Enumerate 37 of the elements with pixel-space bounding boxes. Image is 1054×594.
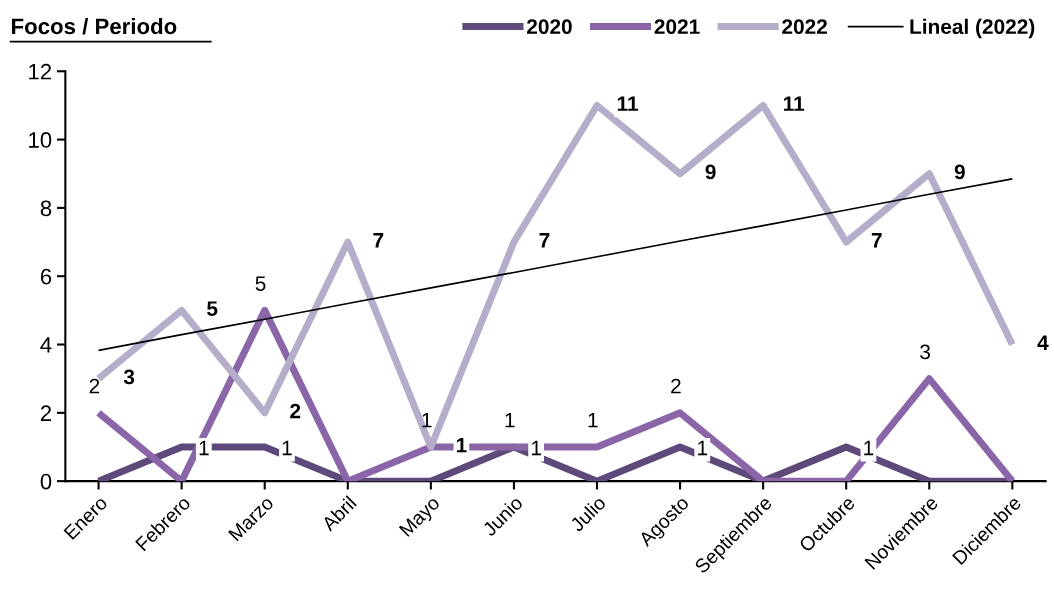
y-tick-label: 4 (40, 337, 52, 353)
data-label: 1 (422, 413, 432, 428)
data-label: 9 (705, 164, 716, 180)
y-tick-label: 8 (40, 200, 52, 217)
data-label: 2 (671, 378, 681, 394)
data-label: 1 (282, 440, 292, 456)
legend-label: Lineal (2022) (910, 18, 1035, 39)
data-label: 7 (871, 233, 882, 248)
data-label: 3 (123, 369, 135, 385)
x-tick-label: Julio (568, 494, 607, 533)
data-label: 1 (456, 438, 467, 453)
data-label: 7 (373, 233, 384, 248)
y-tick-label: 12 (29, 63, 52, 80)
data-label: 1 (199, 440, 209, 456)
data-label: 1 (698, 440, 708, 456)
chart-title: Focos / Periodo (12, 17, 177, 35)
data-label: 3 (920, 344, 930, 360)
y-tick-label: 10 (29, 132, 52, 148)
data-label: 2 (89, 378, 100, 394)
legend-label: 2021 (654, 19, 700, 35)
data-label: 4 (1037, 335, 1049, 350)
data-label: 11 (617, 96, 638, 111)
data-label: 2 (290, 403, 301, 419)
data-label: 11 (783, 96, 805, 111)
data-label: 9 (954, 164, 965, 180)
data-label: 1 (531, 440, 541, 456)
y-tick-label: 0 (40, 473, 52, 490)
data-label: 1 (505, 413, 515, 428)
data-label: 1 (864, 440, 874, 456)
y-tick-label: 2 (40, 405, 52, 421)
legend-label: 2022 (782, 19, 827, 35)
data-label: 7 (539, 233, 550, 248)
data-label: 5 (255, 276, 266, 291)
y-tick-label: 6 (40, 268, 52, 285)
data-label: 1 (588, 413, 598, 428)
data-label: 5 (207, 301, 218, 316)
legend-label: 2020 (527, 19, 572, 35)
